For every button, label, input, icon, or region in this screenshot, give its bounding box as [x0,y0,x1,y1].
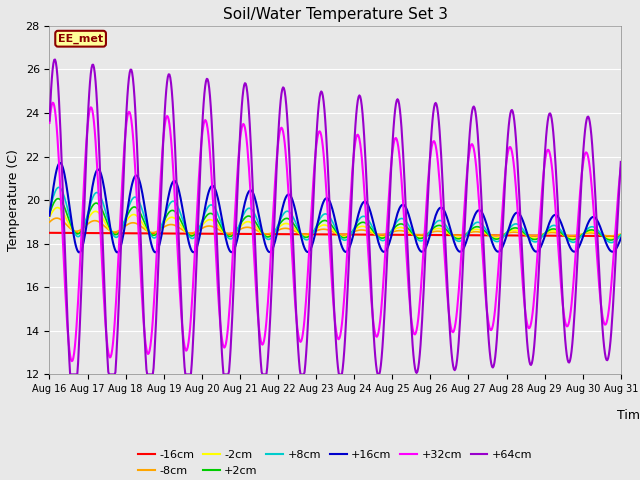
Y-axis label: Temperature (C): Temperature (C) [7,149,20,251]
Legend: -16cm, -8cm, -2cm, +2cm, +8cm, +16cm, +32cm, +64cm: -16cm, -8cm, -2cm, +2cm, +8cm, +16cm, +3… [134,446,537,480]
Text: EE_met: EE_met [58,34,103,44]
X-axis label: Time: Time [617,409,640,422]
Title: Soil/Water Temperature Set 3: Soil/Water Temperature Set 3 [223,7,447,22]
